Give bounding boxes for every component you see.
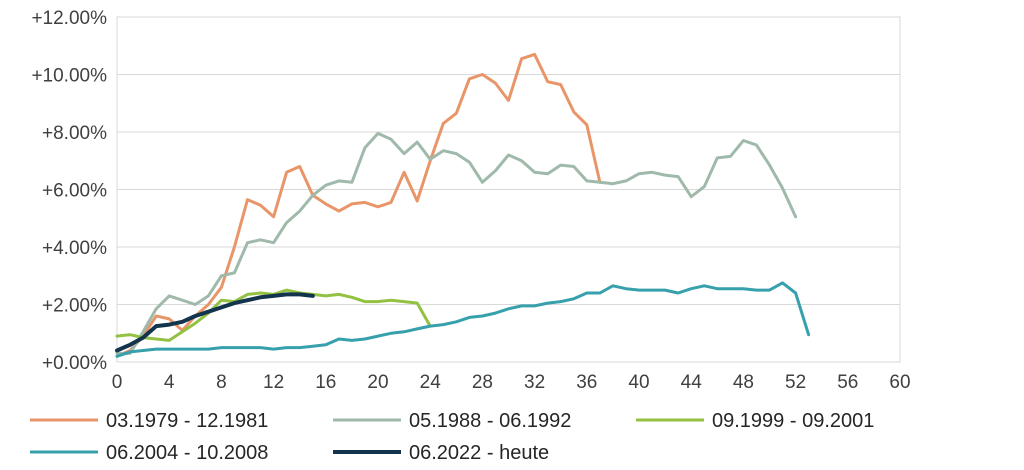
x-tick-label: 44 [681,372,703,393]
x-tick-label: 40 [628,372,649,393]
x-tick-label: 36 [576,372,597,393]
y-tick-label: +0.00% [42,353,107,374]
x-tick-label: 24 [420,372,442,393]
x-tick-label: 60 [889,372,910,393]
series-line-0 [115,52,602,358]
y-tick-label: +10.00% [31,66,107,87]
y-tick-label: +2.00% [42,296,107,317]
series-lines [115,52,811,358]
legend-label-2: 09.1999 - 09.2001 [712,410,874,432]
legend-label-4: 06.2022 - heute [409,442,549,464]
x-tick-label: 16 [315,372,336,393]
legend: 03.1979 - 12.1981 05.1988 - 06.1992 09.199… [30,410,874,464]
x-tick-label: 48 [733,372,754,393]
series-line-1 [115,131,798,355]
series-line-3 [115,281,811,358]
x-axis: 0 4 8 12 16 20 24 28 32 36 40 44 48 52 56 60 [112,372,911,393]
x-tick-label: 8 [216,372,227,393]
legend-label-0: 03.1979 - 12.1981 [106,410,268,432]
legend-label-1: 05.1988 - 06.1992 [409,410,571,432]
x-tick-label: 52 [785,372,806,393]
series-line-4 [115,292,315,353]
legend-label-3: 06.2004 - 10.2008 [106,442,268,464]
y-tick-label: +4.00% [42,238,107,259]
x-tick-label: 20 [367,372,388,393]
y-axis: +0.00% +2.00% +4.00% +6.00% +8.00% +10.00% +12… [31,8,107,374]
y-tick-label: +12.00% [31,8,107,29]
x-tick-label: 12 [263,372,284,393]
x-tick-label: 0 [112,372,123,393]
x-tick-label: 28 [472,372,493,393]
plot-area-frame [116,16,901,363]
y-tick-label: +6.00% [42,181,107,202]
x-tick-label: 32 [524,372,545,393]
x-tick-label: 56 [837,372,858,393]
y-tick-label: +8.00% [42,123,107,144]
x-tick-label: 4 [164,372,175,393]
